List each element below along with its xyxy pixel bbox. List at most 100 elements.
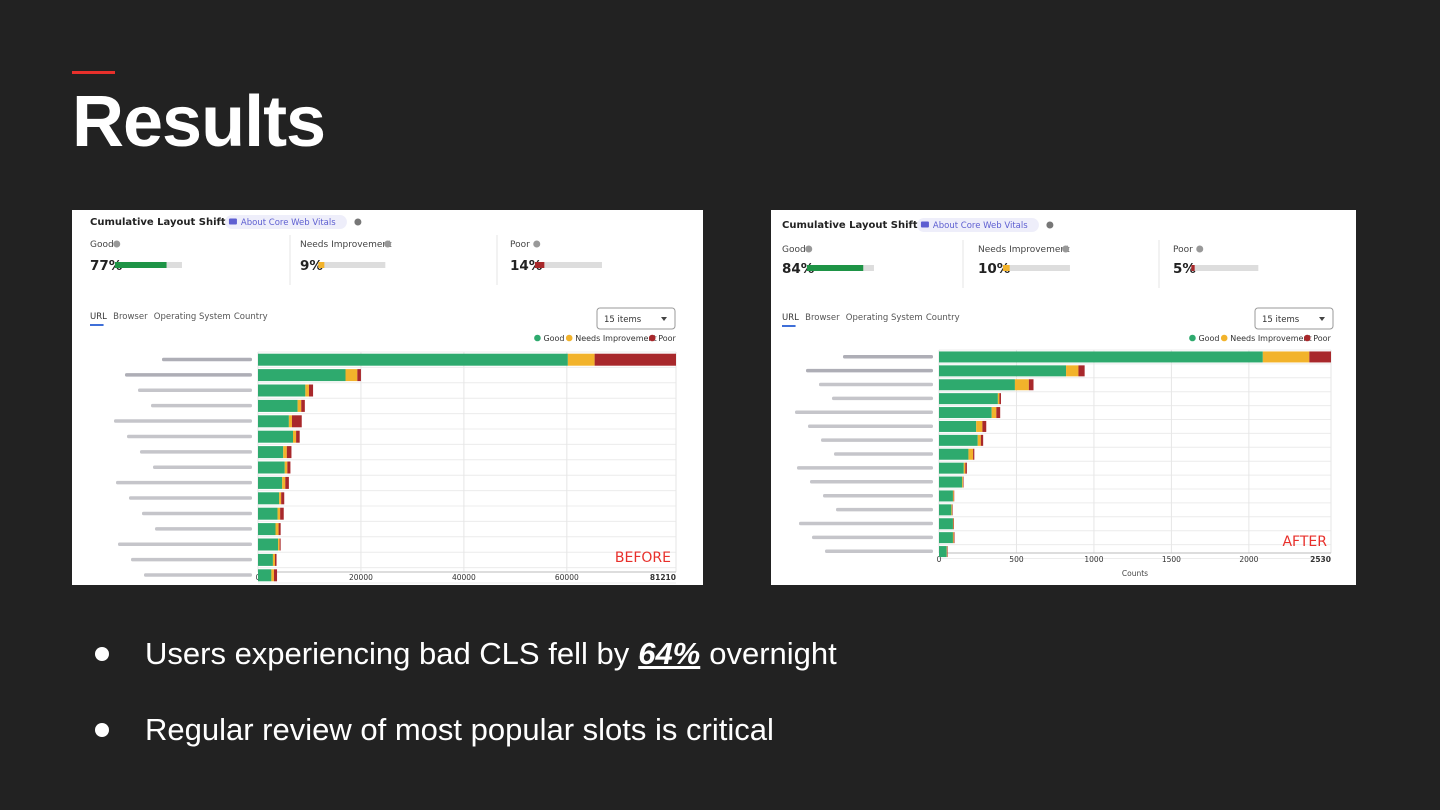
bar-segment-good	[258, 461, 285, 474]
x-tick-label: 500	[1009, 555, 1024, 564]
bar-segment-poor	[963, 476, 964, 488]
bar-segment-poor	[278, 523, 281, 536]
bar-segment-poor	[973, 448, 975, 460]
bar-segment-needs-improvement	[293, 430, 297, 443]
info-icon	[1062, 245, 1070, 253]
row-label-blurred	[825, 549, 933, 554]
bar-segment-needs-improvement	[962, 476, 964, 488]
row-label-blurred	[116, 480, 252, 485]
legend-swatch	[565, 334, 573, 342]
bar-segment-poor	[952, 504, 953, 516]
bar-segment-needs-improvement	[567, 353, 595, 366]
items-dropdown	[1254, 307, 1334, 330]
row-label-blurred	[795, 410, 933, 415]
bar-segment-good	[939, 546, 947, 558]
settings-icon	[354, 218, 362, 226]
info-icon	[113, 240, 121, 248]
bar-segment-good	[258, 353, 568, 366]
bar-segment-needs-improvement	[271, 569, 274, 582]
about-pill	[224, 215, 347, 229]
chart-tag-label: AFTER	[1282, 534, 1327, 550]
row-label-blurred	[155, 527, 252, 531]
slide-title: Results	[72, 82, 326, 162]
bar-segment-good	[939, 518, 953, 530]
dropdown-value: 15 items	[604, 315, 642, 325]
info-icon	[1196, 245, 1204, 253]
legend-swatch	[1303, 334, 1311, 342]
chart-panel-after: Cumulative Layout Shift About Core Web Vi…	[771, 210, 1356, 585]
x-tick-label: 2000	[1239, 555, 1258, 564]
bar-segment-poor	[953, 532, 955, 544]
bar-segment-poor	[953, 490, 955, 502]
tab-url: URL	[782, 313, 799, 323]
summary-label: Needs Improvement	[300, 240, 392, 250]
bar-segment-poor	[280, 507, 284, 520]
bar-segment-good	[258, 415, 289, 428]
bar-segment-needs-improvement	[976, 420, 983, 432]
tab-underline	[782, 325, 796, 327]
row-label-blurred	[125, 373, 252, 377]
bar-segment-poor	[965, 462, 967, 474]
bar-segment-needs-improvement	[991, 407, 997, 419]
summary-fill	[806, 265, 864, 271]
bar-segment-needs-improvement	[951, 504, 953, 516]
dropdown-value: 15 items	[1262, 315, 1300, 325]
chart-svg: Cumulative Layout Shift About Core Web Vi…	[90, 215, 677, 584]
x-tick-label: 2530	[1310, 555, 1331, 564]
row-label-blurred	[843, 354, 933, 359]
row-label-blurred	[799, 521, 933, 526]
bar-segment-needs-improvement	[1014, 379, 1029, 391]
info-icon	[384, 240, 392, 248]
bar-segment-needs-improvement	[283, 446, 287, 459]
bar-segment-poor	[1309, 351, 1331, 363]
bar-segment-poor	[291, 415, 302, 428]
row-label-blurred	[806, 368, 933, 373]
row-label-blurred	[797, 466, 933, 470]
bar-segment-poor	[982, 420, 987, 432]
about-core-web-vitals-link: About Core Web Vitals	[933, 221, 1028, 231]
row-label-blurred	[819, 382, 933, 387]
row-label-blurred	[127, 434, 252, 439]
legend-entry: Good	[1198, 334, 1219, 343]
row-label-blurred	[834, 452, 933, 456]
bar-segment-poor	[999, 393, 1001, 405]
bar-segment-good	[258, 430, 294, 443]
row-label-blurred	[810, 480, 933, 484]
bar-segment-needs-improvement	[977, 434, 981, 446]
legend-swatch	[1189, 334, 1196, 342]
bar-segment-poor	[980, 434, 984, 446]
row-label-blurred	[129, 496, 252, 500]
bar-segment-poor	[273, 569, 278, 582]
bar-segment-good	[258, 569, 272, 582]
bullet-dot-icon	[95, 723, 109, 737]
summary-value: 84%	[782, 261, 815, 277]
x-tick-label: 0	[937, 555, 942, 564]
bar-segment-poor	[594, 353, 676, 366]
tab-underline	[90, 324, 104, 326]
bar-segment-poor	[953, 518, 954, 530]
bar-segment-needs-improvement	[279, 492, 282, 505]
legend-entry: Needs Improvement	[1230, 334, 1311, 343]
bullet-text-lead: Users experiencing bad CLS fell by	[145, 636, 630, 671]
summary-label: Needs Improvement	[978, 245, 1070, 255]
bar-segment-good	[939, 532, 953, 544]
bar-segment-good	[939, 379, 1015, 391]
row-label-blurred	[836, 507, 933, 512]
bar-segment-poor	[1078, 365, 1085, 377]
bar-segment-needs-improvement	[305, 384, 309, 397]
summary-label: Good	[90, 240, 114, 250]
bar-segment-needs-improvement	[278, 538, 280, 551]
bar-segment-good	[939, 351, 1263, 363]
summary-track	[1002, 265, 1070, 271]
tab-country: Country	[926, 313, 960, 323]
row-label-blurred	[131, 557, 252, 562]
bar-segment-good	[258, 399, 298, 412]
row-label-blurred	[138, 388, 252, 392]
bar-segment-good	[258, 553, 273, 566]
bar-segment-needs-improvement	[284, 461, 288, 474]
bar-segment-needs-improvement	[952, 532, 954, 544]
row-label-blurred	[144, 573, 252, 577]
chart-title: Cumulative Layout Shift	[90, 217, 226, 228]
bar-segment-good	[258, 538, 279, 551]
bar-segment-needs-improvement	[1066, 365, 1079, 377]
